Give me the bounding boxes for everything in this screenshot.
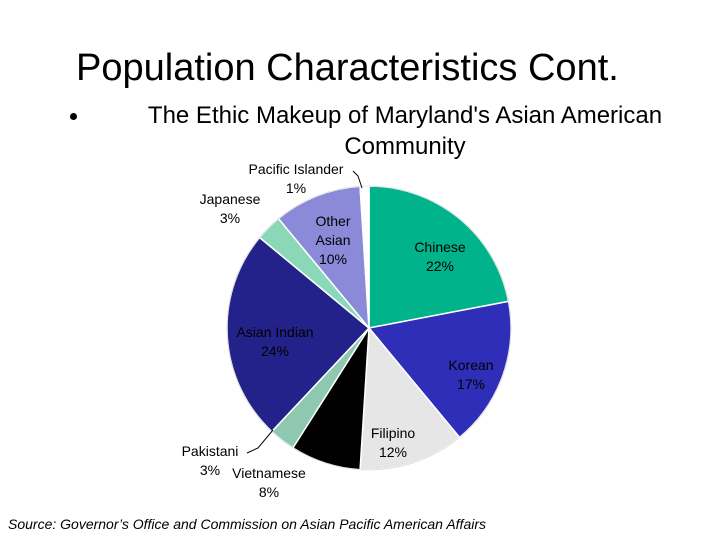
- source-note: Source: Governor’s Office and Commission…: [8, 516, 487, 532]
- bullet-point: The Ethic Makeup of Maryland's Asian Ame…: [70, 100, 718, 162]
- slice-label-asian-indian: Asian Indian 24%: [236, 324, 313, 359]
- bullet-text: The Ethic Makeup of Maryland's Asian Ame…: [147, 102, 663, 160]
- slice-label-filipino: Filipino 12%: [371, 425, 416, 460]
- slice-label-pakistani: Pakistani 3%: [182, 443, 239, 478]
- slice-label-pacific-islander: Pacific Islander 1%: [249, 161, 344, 196]
- slice-label-japanese: Japanese 3%: [200, 191, 261, 226]
- slice-label-korean: Korean 17%: [448, 357, 493, 392]
- bullet-dot-icon: [70, 113, 77, 120]
- slice-label-chinese: Chinese 22%: [414, 239, 466, 274]
- leader-line-pakistani: [246, 429, 274, 454]
- pie-outline: [226, 185, 512, 471]
- leader-line-pacific-islander: [352, 170, 363, 189]
- slice-label-other-asian: Other Asian 10%: [315, 213, 350, 267]
- slide-title: Population Characteristics Cont.: [76, 47, 619, 89]
- slice-label-vietnamese: Vietnamese 8%: [232, 465, 306, 500]
